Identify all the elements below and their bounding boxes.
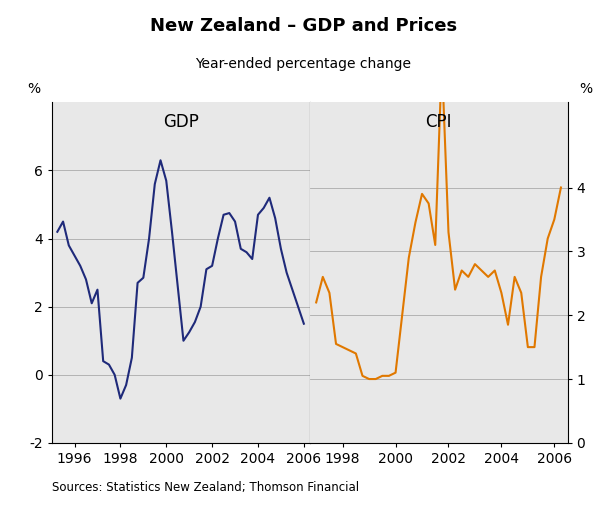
Text: New Zealand – GDP and Prices: New Zealand – GDP and Prices (150, 16, 457, 35)
Text: Year-ended percentage change: Year-ended percentage change (195, 57, 412, 71)
Text: %: % (27, 81, 40, 96)
Text: %: % (579, 81, 592, 96)
Text: GDP: GDP (163, 113, 198, 131)
Text: Sources: Statistics New Zealand; Thomson Financial: Sources: Statistics New Zealand; Thomson… (52, 481, 359, 494)
Text: CPI: CPI (426, 113, 452, 131)
